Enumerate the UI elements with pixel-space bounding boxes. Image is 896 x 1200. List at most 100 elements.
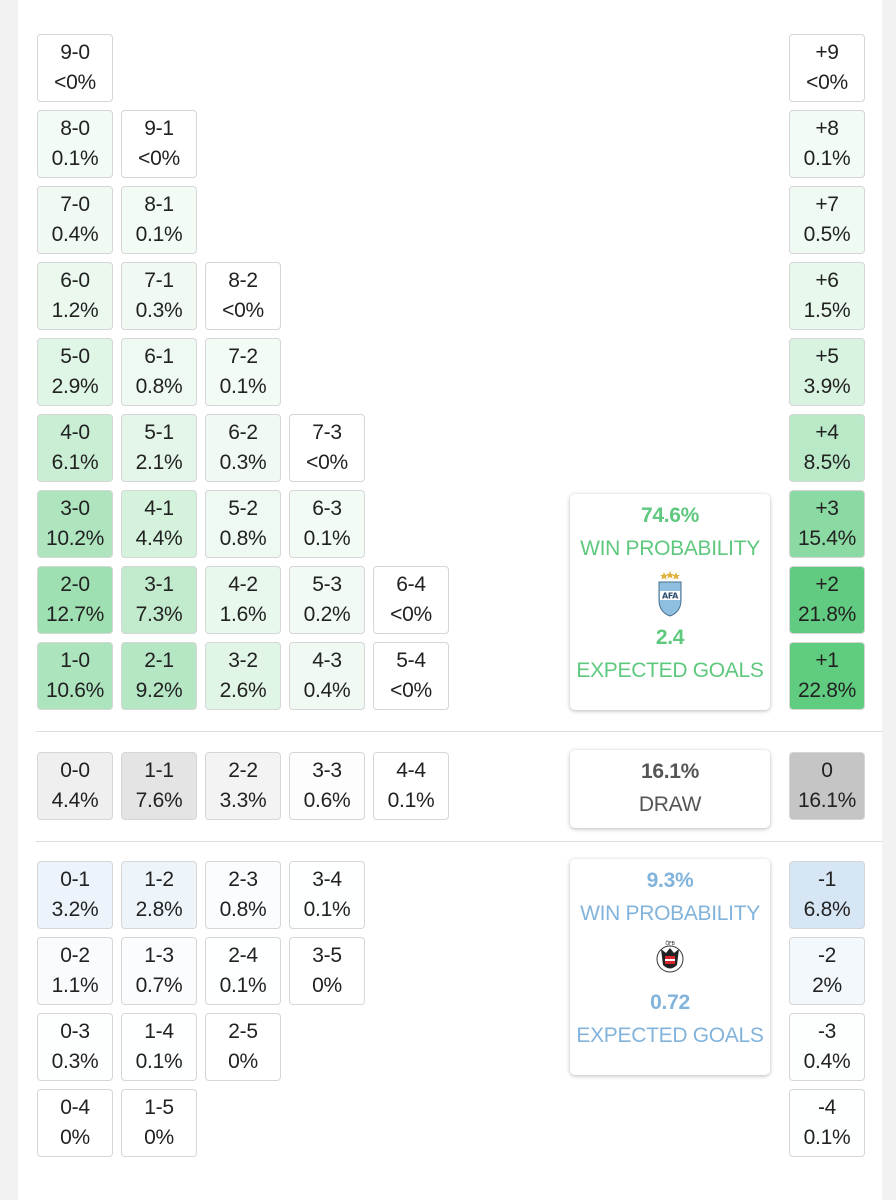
scoreline-cell-home: 8-2 <0% xyxy=(205,262,281,330)
cell-probability: 7.6% xyxy=(135,789,183,812)
cell-score: 7-0 xyxy=(60,193,90,216)
cell-probability: 2.1% xyxy=(135,451,183,474)
cell-score: -3 xyxy=(817,1020,837,1043)
svg-text:AFA: AFA xyxy=(662,592,679,601)
margin-cell-home: +5 3.9% xyxy=(789,338,865,406)
cell-score: 8-0 xyxy=(60,117,90,140)
scoreline-cell-home: 6-0 1.2% xyxy=(37,262,113,330)
cell-probability: 6.8% xyxy=(803,898,851,921)
cell-score: -1 xyxy=(817,868,837,891)
scoreline-cell-draw: 2-2 3.3% xyxy=(205,752,281,820)
cell-score: -2 xyxy=(817,944,837,967)
scoreline-cell-home: 6-2 0.3% xyxy=(205,414,281,482)
scoreline-cell-home: 6-1 0.8% xyxy=(121,338,197,406)
cell-probability: 9.2% xyxy=(135,679,183,702)
cell-probability: 22.8% xyxy=(797,679,857,702)
cell-probability: 0.6% xyxy=(303,789,351,812)
cell-probability: 4.4% xyxy=(51,789,99,812)
cell-probability: 1.2% xyxy=(51,299,99,322)
margin-cell-home: +2 21.8% xyxy=(789,566,865,634)
scoreline-cell-home: 7-1 0.3% xyxy=(121,262,197,330)
cell-score: 5-4 xyxy=(396,649,426,672)
cell-probability: 7.3% xyxy=(135,603,183,626)
cell-score: -4 xyxy=(817,1096,837,1119)
scoreline-cell-away: 0-4 0% xyxy=(37,1089,113,1157)
cell-probability: 0.1% xyxy=(303,527,351,550)
cell-probability: 0.3% xyxy=(219,451,267,474)
margin-cell-home: +7 0.5% xyxy=(789,186,865,254)
cell-score: 3-3 xyxy=(312,759,342,782)
cell-score: 4-1 xyxy=(144,497,174,520)
cell-score: +5 xyxy=(815,345,839,368)
cell-score: 6-0 xyxy=(60,269,90,292)
cell-probability: <0% xyxy=(222,299,264,322)
cell-probability: 3.9% xyxy=(803,375,851,398)
away-win-probability: 9.3% xyxy=(646,869,694,892)
cell-probability: <0% xyxy=(390,679,432,702)
away-expected-goals: 0.72 xyxy=(650,991,690,1014)
scoreline-cell-away: 2-4 0.1% xyxy=(205,937,281,1005)
cell-score: 5-0 xyxy=(60,345,90,368)
scoreline-cell-home: 5-2 0.8% xyxy=(205,490,281,558)
cell-probability: 10.2% xyxy=(45,527,105,550)
cell-probability: 12.7% xyxy=(45,603,105,626)
cell-probability: 0.4% xyxy=(803,1050,851,1073)
scoreline-cell-home: 2-0 12.7% xyxy=(37,566,113,634)
draw-probability: 16.1% xyxy=(640,760,700,783)
afa-crest-icon: AFA xyxy=(658,571,682,617)
scoreline-cell-away: 1-2 2.8% xyxy=(121,861,197,929)
scoreline-cell-home: 3-2 2.6% xyxy=(205,642,281,710)
cell-probability: 0.5% xyxy=(803,223,851,246)
ofb-crest-icon: ÖFB xyxy=(656,940,684,973)
cell-score: 2-1 xyxy=(144,649,174,672)
cell-probability: 21.8% xyxy=(797,603,857,626)
cell-score: 0-0 xyxy=(60,759,90,782)
cell-score: 2-4 xyxy=(228,944,258,967)
scoreline-cell-away: 1-3 0.7% xyxy=(121,937,197,1005)
cell-score: +9 xyxy=(815,41,839,64)
away-win-label: WIN PROBABILITY xyxy=(580,902,760,925)
cell-probability: 16.1% xyxy=(797,789,857,812)
cell-score: 3-1 xyxy=(144,573,174,596)
scoreline-cell-away: 2-5 0% xyxy=(205,1013,281,1081)
margin-cell-away: -3 0.4% xyxy=(789,1013,865,1081)
scoreline-cell-home: 1-0 10.6% xyxy=(37,642,113,710)
scoreline-cell-away: 0-2 1.1% xyxy=(37,937,113,1005)
cell-probability: <0% xyxy=(806,71,848,94)
margin-cell-away: -4 0.1% xyxy=(789,1089,865,1157)
divider-bottom xyxy=(36,841,882,842)
cell-probability: 0.1% xyxy=(303,898,351,921)
cell-probability: 0.7% xyxy=(135,974,183,997)
cell-probability: 15.4% xyxy=(797,527,857,550)
home-expected-goals: 2.4 xyxy=(655,626,685,649)
margin-cell-away: -2 2% xyxy=(789,937,865,1005)
scoreline-cell-draw: 3-3 0.6% xyxy=(289,752,365,820)
cell-score: 7-1 xyxy=(144,269,174,292)
cell-probability: 8.5% xyxy=(803,451,851,474)
scoreline-cell-home: 5-0 2.9% xyxy=(37,338,113,406)
cell-probability: <0% xyxy=(138,147,180,170)
cell-score: 3-4 xyxy=(312,868,342,891)
cell-score: 0-1 xyxy=(60,868,90,891)
cell-score: 3-0 xyxy=(60,497,90,520)
scoreline-cell-away: 3-4 0.1% xyxy=(289,861,365,929)
margin-cell-home: +8 0.1% xyxy=(789,110,865,178)
cell-score: 7-3 xyxy=(312,421,342,444)
cell-probability: <0% xyxy=(54,71,96,94)
draw-label: DRAW xyxy=(638,793,702,816)
scoreline-cell-home: 5-1 2.1% xyxy=(121,414,197,482)
scoreline-cell-away: 0-3 0.3% xyxy=(37,1013,113,1081)
cell-score: 9-0 xyxy=(60,41,90,64)
cell-probability: 2.9% xyxy=(51,375,99,398)
cell-score: 1-1 xyxy=(144,759,174,782)
cell-score: 0-2 xyxy=(60,944,90,967)
scoreline-cell-home: 6-4 <0% xyxy=(373,566,449,634)
cell-probability: 2.8% xyxy=(135,898,183,921)
cell-score: 2-3 xyxy=(228,868,258,891)
scoreline-cell-home: 4-3 0.4% xyxy=(289,642,365,710)
cell-score: 5-3 xyxy=(312,573,342,596)
cell-probability: 0.2% xyxy=(303,603,351,626)
cell-score: 1-3 xyxy=(144,944,174,967)
cell-score: 5-1 xyxy=(144,421,174,444)
scoreline-cell-home: 7-2 0.1% xyxy=(205,338,281,406)
